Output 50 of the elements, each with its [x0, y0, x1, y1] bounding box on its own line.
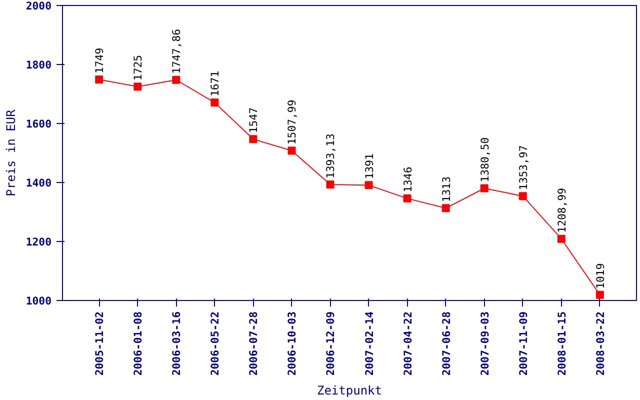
point — [364, 181, 373, 190]
data-label: 1391 — [362, 153, 376, 180]
y-tick-label: 1800 — [26, 58, 52, 72]
y-axis-title: Preis in EUR — [4, 108, 18, 196]
y-tick-label: 1200 — [26, 236, 52, 248]
data-label: 1313 — [440, 176, 453, 202]
point — [288, 146, 296, 155]
x-tick-label: 2006-07-28 — [247, 312, 260, 376]
data-label: 1346 — [401, 166, 414, 192]
x-tick-label: 2008-03-22 — [594, 312, 607, 376]
point — [403, 194, 412, 202]
x-tick-label: 2007-09-03 — [478, 312, 492, 376]
data-label: 1380,50 — [478, 137, 492, 182]
point — [557, 234, 566, 243]
data-label: 1393,13 — [324, 134, 338, 179]
point — [134, 82, 142, 91]
x-tick-label: 2008-01-15 — [555, 312, 568, 376]
y-tick-label: 1400 — [26, 176, 52, 190]
point — [442, 204, 450, 212]
x-tick-label: 2006-01-08 — [132, 312, 145, 376]
point — [326, 180, 334, 189]
point — [480, 184, 488, 192]
data-label: 1208,99 — [555, 188, 568, 233]
y-tick-label: 1000 — [26, 294, 52, 308]
point — [596, 290, 604, 299]
x-tick-label: 2007-11-09 — [516, 312, 530, 376]
point — [172, 76, 180, 84]
data-label: 1547 — [247, 107, 260, 134]
data-label: 1671 — [208, 70, 222, 97]
x-tick-label: 2006-12-09 — [324, 312, 338, 376]
x-tick-label: 2006-05-22 — [208, 312, 222, 376]
x-tick-label: 2007-04-22 — [401, 312, 414, 376]
x-tick-label: 2007-02-14 — [362, 312, 376, 376]
y-tick-label: 2000 — [26, 0, 52, 12]
x-tick-label: 2006-10-03 — [286, 312, 299, 376]
point — [249, 135, 258, 144]
x-tick-label: 2007-06-28 — [440, 312, 453, 376]
data-label: 1507,99 — [286, 100, 299, 145]
point — [518, 192, 527, 200]
point — [210, 98, 219, 107]
y-tick-label: 1600 — [26, 118, 52, 130]
data-label: 1747,86 — [170, 28, 184, 74]
x-tick-label: 2006-03-16 — [170, 312, 184, 376]
data-label: 1019 — [594, 263, 607, 289]
data-label: 1749 — [93, 48, 106, 74]
data-label: 1353,97 — [516, 145, 530, 190]
data-label: 1725 — [132, 54, 145, 81]
point — [95, 76, 104, 84]
x-tick-label: 2005-11-02 — [93, 312, 106, 376]
x-axis-title: Zeitpunkt — [316, 384, 382, 398]
